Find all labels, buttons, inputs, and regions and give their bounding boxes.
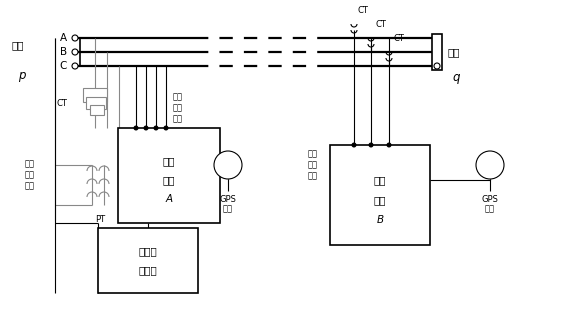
- Text: B: B: [377, 215, 383, 225]
- Circle shape: [476, 151, 504, 179]
- Text: C: C: [60, 61, 67, 71]
- Text: 相电压: 相电压: [139, 265, 157, 275]
- Bar: [83, 88, 107, 102]
- Circle shape: [134, 126, 138, 130]
- Circle shape: [72, 49, 78, 55]
- Circle shape: [387, 143, 391, 147]
- Bar: [90, 105, 104, 115]
- Text: 测量
三相
电压: 测量 三相 电压: [25, 159, 35, 191]
- Text: 系统: 系统: [374, 195, 386, 205]
- Circle shape: [154, 126, 158, 130]
- Bar: [86, 97, 106, 109]
- Text: CT: CT: [358, 6, 369, 15]
- Bar: [98, 228, 198, 293]
- Text: 天线: 天线: [485, 205, 495, 214]
- Circle shape: [164, 126, 168, 130]
- Text: 末端: 末端: [448, 47, 460, 57]
- Text: 测量
三相
电流: 测量 三相 电流: [308, 149, 318, 180]
- Text: PT: PT: [95, 215, 105, 224]
- Bar: [118, 128, 220, 223]
- Circle shape: [72, 63, 78, 69]
- Circle shape: [144, 126, 148, 130]
- Text: CT: CT: [57, 99, 67, 108]
- Bar: [432, 34, 442, 70]
- Text: CT: CT: [393, 34, 404, 43]
- Circle shape: [434, 63, 440, 69]
- Text: B: B: [60, 47, 67, 57]
- Text: A: A: [165, 194, 173, 204]
- Text: 首端: 首端: [12, 40, 24, 50]
- Circle shape: [214, 151, 242, 179]
- Circle shape: [72, 35, 78, 41]
- Text: 天线: 天线: [223, 205, 233, 214]
- Text: p: p: [18, 70, 26, 83]
- Circle shape: [352, 143, 356, 147]
- Text: CT: CT: [375, 20, 386, 29]
- Text: 测量: 测量: [163, 156, 175, 166]
- Text: 测量: 测量: [374, 175, 386, 185]
- Circle shape: [369, 143, 373, 147]
- Text: GPS: GPS: [220, 194, 237, 204]
- Text: 系统: 系统: [163, 175, 175, 185]
- Bar: [330, 145, 430, 245]
- Text: GPS: GPS: [482, 194, 498, 204]
- Text: q: q: [452, 71, 460, 84]
- Text: 测量
三相
电流: 测量 三相 电流: [173, 92, 183, 124]
- Text: 施加三: 施加三: [139, 246, 157, 256]
- Text: A: A: [60, 33, 67, 43]
